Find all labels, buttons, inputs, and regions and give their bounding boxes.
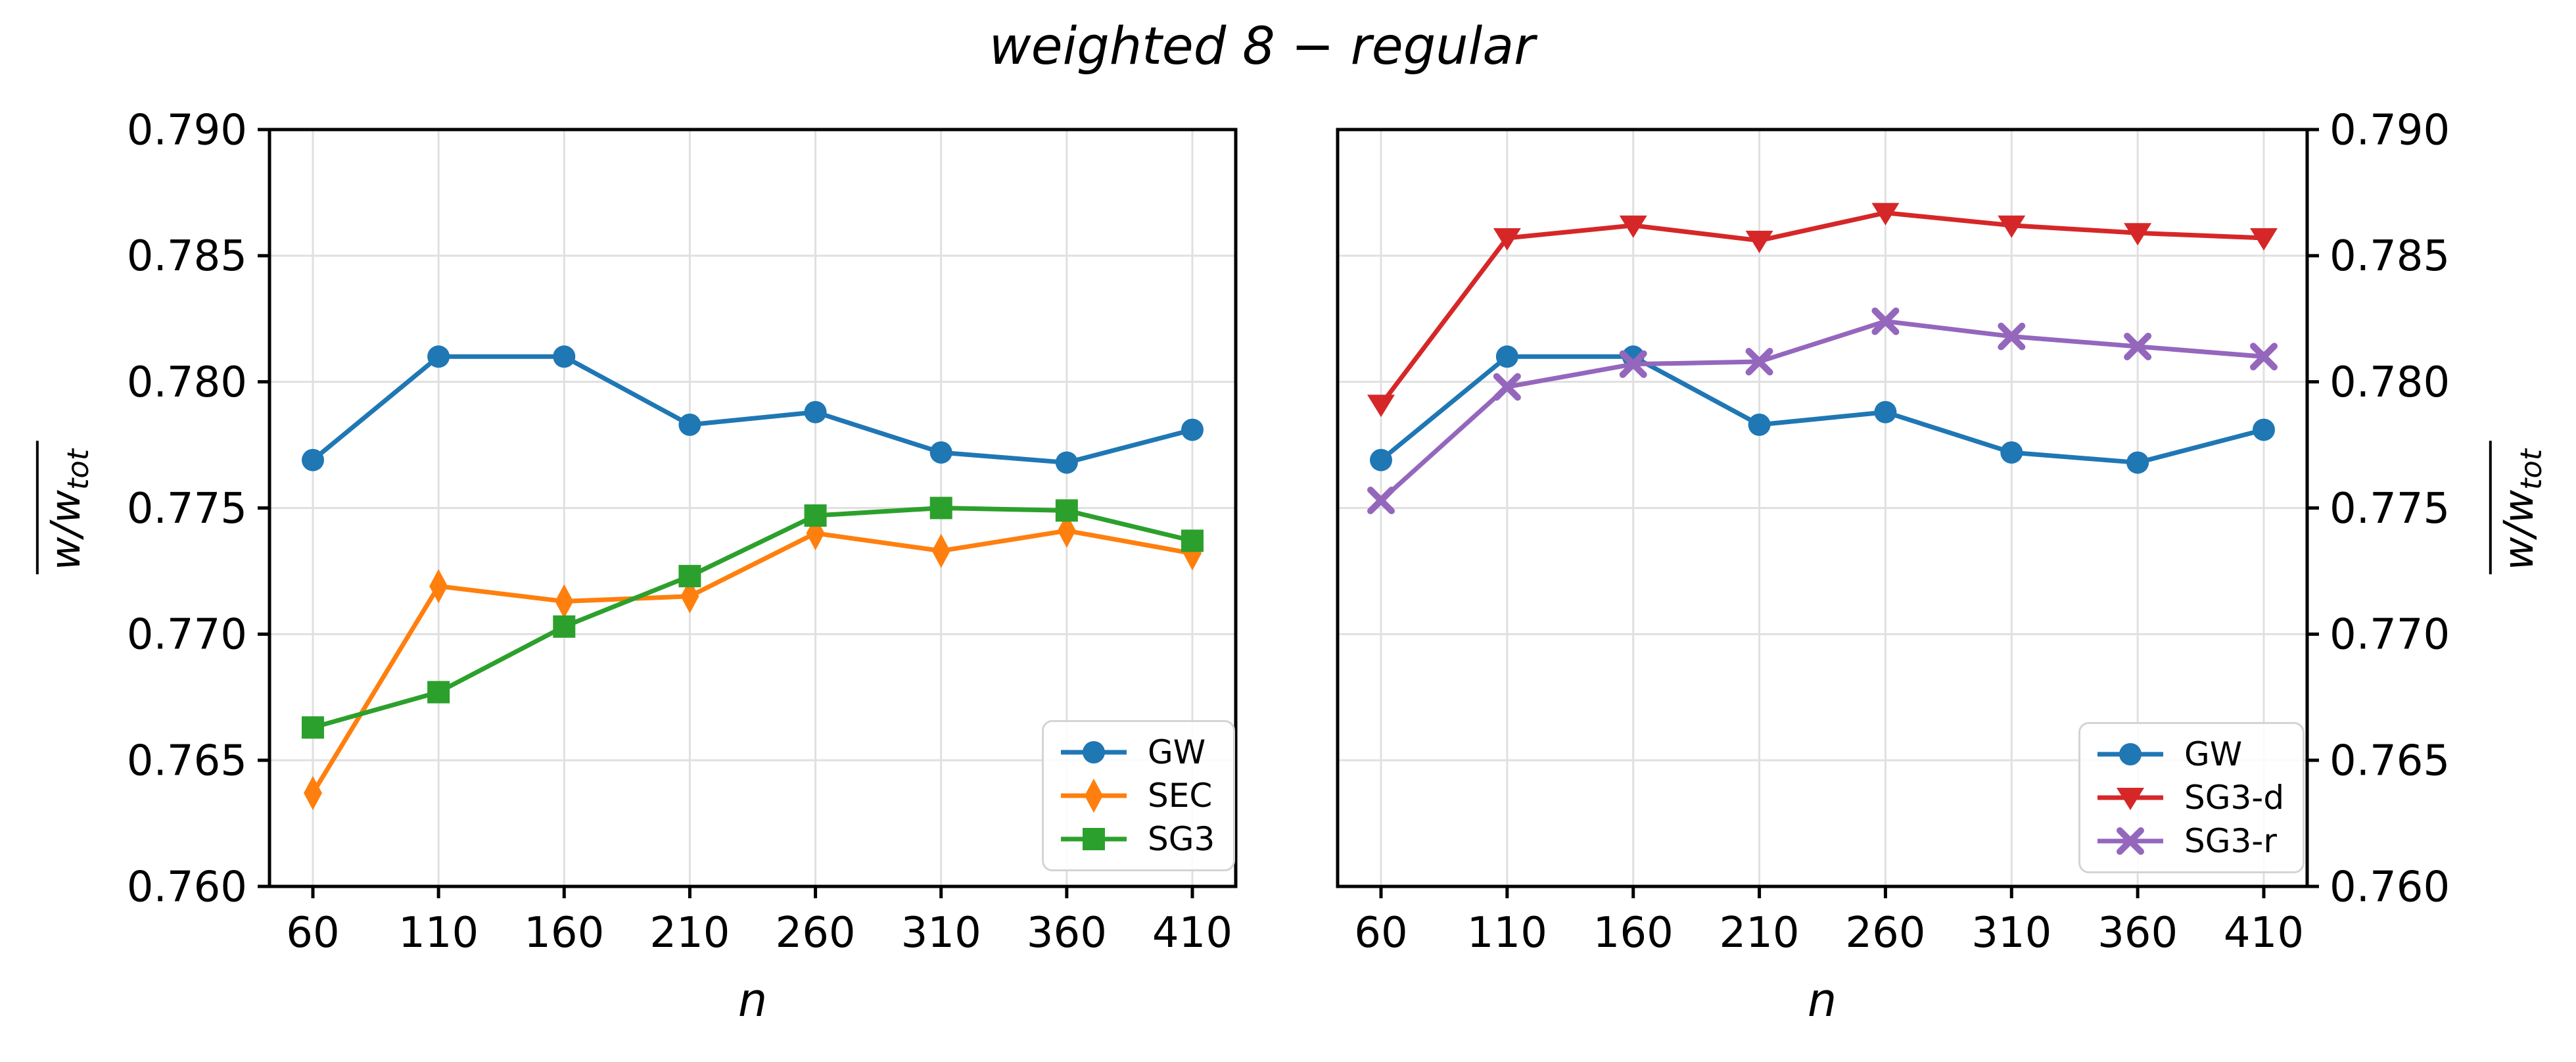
legend-label: GW (1148, 733, 1206, 771)
legend-right: GW SG3-d SG3-r (2078, 722, 2305, 873)
x-axis-label-left: n (738, 973, 768, 1027)
series-GW (302, 345, 1204, 474)
y-tick-label: 0.760 (127, 863, 247, 911)
chart-title: weighted 8 − regular (989, 17, 1535, 76)
x-tick-label: 260 (775, 909, 855, 957)
y-tick-label: 0.765 (127, 737, 247, 786)
legend-marker-triangle-down (2097, 788, 2163, 810)
y-tick-label: 0.775 (2330, 485, 2450, 533)
legend-marker-x (2097, 827, 2163, 855)
legend-label: SG3-d (2184, 778, 2285, 817)
legend-entry-SEC: SEC (1056, 776, 1215, 815)
legend-entry-SG3-r: SG3-r (2092, 821, 2284, 861)
y-tick-label: 0.775 (127, 485, 247, 533)
y-axis-label-subscript: tot (2514, 448, 2549, 490)
y-tick-label: 0.780 (2330, 358, 2450, 407)
legend-label: SEC (1148, 776, 1213, 815)
y-tick-label: 0.780 (127, 358, 247, 407)
y-tick-label: 0.785 (2330, 232, 2450, 281)
legend-label: SG3 (1148, 819, 1215, 858)
x-tick-label: 360 (2097, 909, 2178, 957)
x-tick-label: 260 (1845, 909, 1925, 957)
y-tick-label: 0.790 (127, 106, 247, 155)
series-GW (1370, 345, 2275, 474)
legend-label: GW (2184, 735, 2243, 773)
legend-label: SG3-r (2184, 821, 2277, 860)
x-tick-label: 310 (1971, 909, 2051, 957)
y-tick-label: 0.765 (2330, 737, 2450, 786)
x-tick-label: 60 (1354, 909, 1407, 957)
y-axis-label-left: w/wtot (35, 441, 96, 575)
legend-entry-GW: GW (2092, 735, 2284, 774)
x-tick-label: 210 (649, 909, 730, 957)
legend-marker-square (1061, 828, 1127, 850)
x-tick-label: 210 (1719, 909, 1799, 957)
y-tick-label: 0.785 (127, 232, 247, 281)
ticks: 60 110 160 210 260 310 360 410 0.760 0.765 0.770 0.… (127, 106, 1232, 957)
x-tick-label: 160 (524, 909, 604, 957)
legend-marker-thin-diamond (1061, 779, 1127, 813)
legend-marker-circle (1061, 741, 1127, 763)
x-tick-label: 310 (901, 909, 981, 957)
legend-left: GW SEC SG3 (1042, 720, 1236, 871)
x-tick-label: 60 (286, 909, 339, 957)
x-tick-label: 410 (2224, 909, 2304, 957)
series-SG3 (302, 496, 1204, 739)
y-axis-label-right: w/wtot (2489, 441, 2549, 575)
series-SG3-d (1367, 203, 2278, 418)
series-SG3-r (1367, 307, 2278, 514)
legend-entry-GW: GW (1056, 733, 1215, 772)
legend-entry-SG3: SG3 (1056, 819, 1215, 859)
y-axis-label-text: w/w (2494, 489, 2542, 571)
y-tick-label: 0.770 (127, 611, 247, 660)
legend-marker-circle (2097, 743, 2163, 765)
y-tick-label: 0.790 (2330, 106, 2450, 155)
y-axis-label-text: w/w (41, 489, 89, 571)
y-axis-label-subscript: tot (61, 448, 96, 490)
panel-left: 60 110 160 210 260 310 360 410 0.760 0.765 0.770 0.… (127, 106, 1238, 957)
ticks: 60 110 160 210 260 310 360 410 0.760 0.765 0.770 0.… (1354, 106, 2450, 957)
x-tick-label: 410 (1152, 909, 1232, 957)
x-tick-label: 110 (398, 909, 479, 957)
y-tick-label: 0.770 (2330, 611, 2450, 660)
x-tick-label: 160 (1593, 909, 1674, 957)
x-tick-label: 110 (1467, 909, 1547, 957)
x-axis-label-right: n (1807, 973, 1837, 1027)
legend-entry-SG3-d: SG3-d (2092, 778, 2284, 817)
x-tick-label: 360 (1027, 909, 1107, 957)
y-tick-label: 0.760 (2330, 863, 2450, 911)
